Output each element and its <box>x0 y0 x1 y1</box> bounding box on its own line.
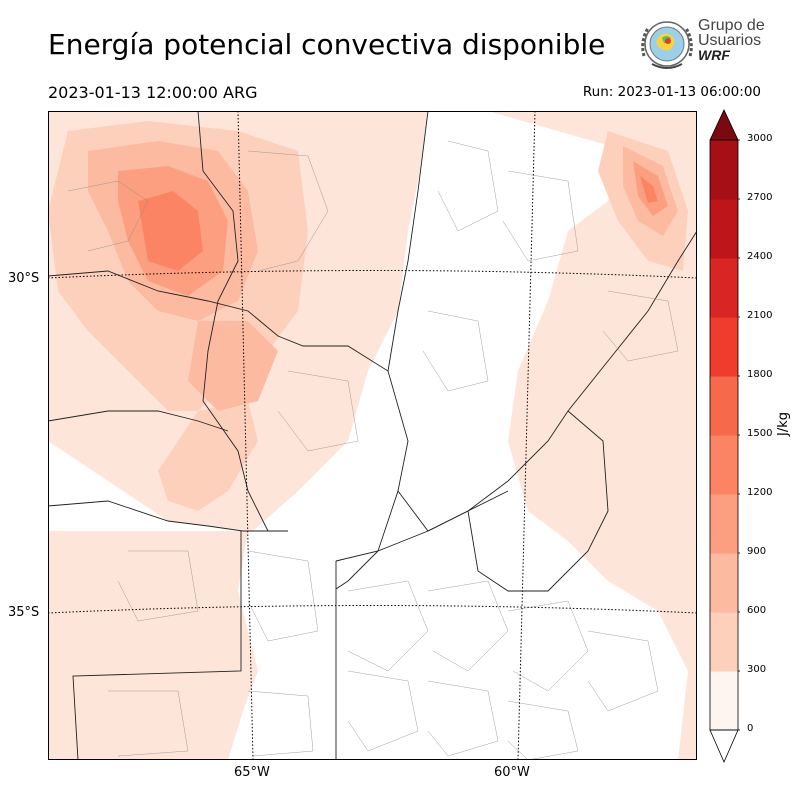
map-title: Energía potencial convectiva disponible <box>48 28 606 61</box>
colorbar <box>709 109 740 763</box>
colorbar-tick-label: 2400 <box>747 251 773 262</box>
run-time: Run: 2023-01-13 06:00:00 <box>582 84 761 100</box>
colorbar-extend-max <box>709 109 739 141</box>
colorbar-tick-label: 1800 <box>747 369 773 380</box>
colorbar-extend-min <box>709 729 739 763</box>
colorbar-bin-900 <box>710 494 738 554</box>
graticule <box>48 111 697 760</box>
cape-map <box>48 111 697 760</box>
lat-label-30s: 30°S <box>8 271 40 286</box>
logo-line-1: Grupo de <box>698 17 765 34</box>
logo-line-3: WRF <box>698 47 730 63</box>
department-boundaries <box>67 140 679 760</box>
colorbar-bin-600 <box>710 553 738 613</box>
lon-label-65w: 65°W <box>234 765 270 780</box>
colorbar-bin-1800 <box>710 317 738 377</box>
colorbar-tick-label: 2700 <box>747 192 773 203</box>
colorbar-bin-1200 <box>710 435 738 495</box>
colorbar-bin-1500 <box>710 376 738 436</box>
colorbar-bin-2700 <box>710 140 738 200</box>
colorbar-tick-label: 900 <box>747 546 767 557</box>
colorbar-bin-0 <box>710 671 738 731</box>
colorbar-tick-label: 3000 <box>747 133 773 144</box>
globe-emblem-icon <box>641 21 693 69</box>
province-boundaries <box>48 111 697 760</box>
colorbar-tick-label: 2100 <box>747 310 773 321</box>
colorbar-unit-label: J/kg <box>776 412 791 436</box>
colorbar-tick-label: 600 <box>747 605 767 616</box>
lon-label-60w: 60°W <box>494 765 530 780</box>
valid-time: 2023-01-13 12:00:00 ARG <box>48 83 258 102</box>
colorbar-bin-2100 <box>710 258 738 318</box>
colorbar-bin-2400 <box>710 199 738 259</box>
colorbar-tick-label: 1500 <box>747 428 773 439</box>
colorbar-tick-label: 0 <box>747 723 754 734</box>
wrf-users-logo: Grupo de Usuarios WRF <box>638 16 778 72</box>
colorbar-tick-label: 300 <box>747 664 767 675</box>
colorbar-tick-label: 1200 <box>747 487 773 498</box>
lat-label-35s: 35°S <box>8 605 40 620</box>
colorbar-bin-300 <box>710 612 738 672</box>
logo-line-2: Usuarios <box>698 32 762 49</box>
cape-shading <box>48 111 697 760</box>
